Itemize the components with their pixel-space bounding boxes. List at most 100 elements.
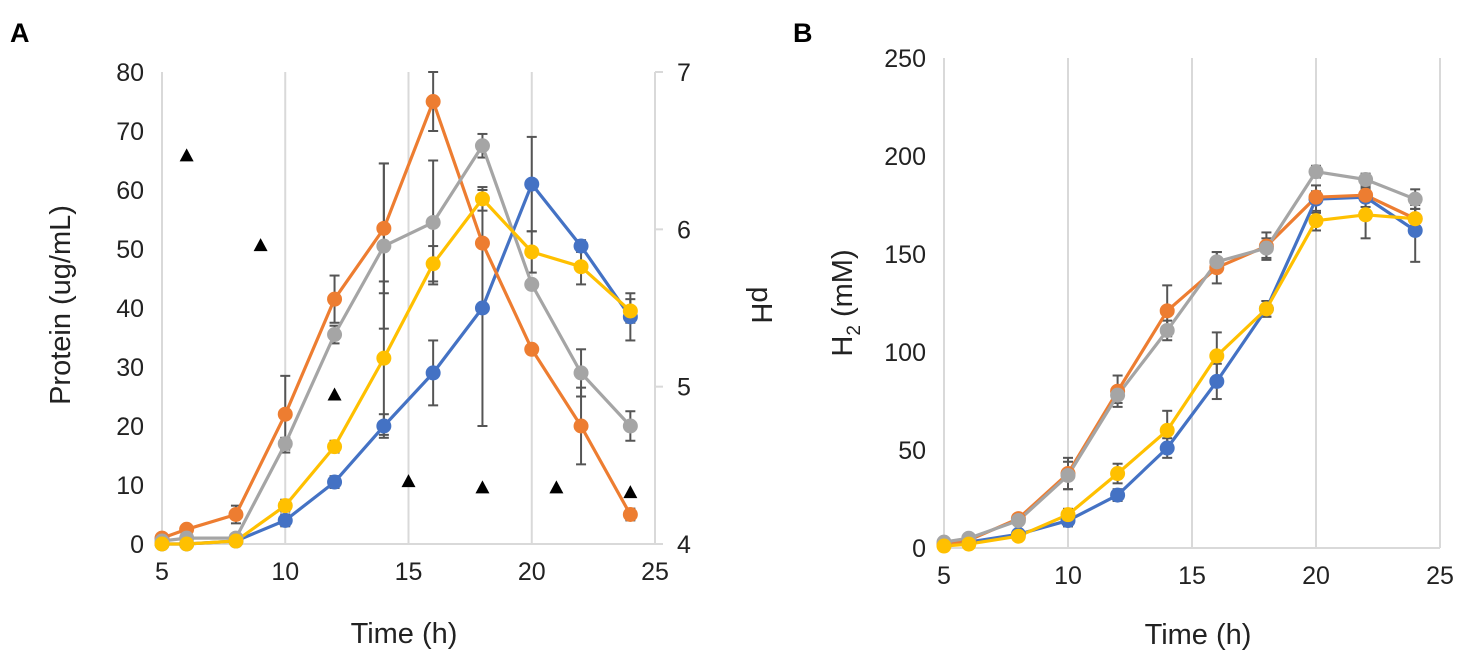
panel-b-orange-point: [1159, 303, 1175, 319]
panel-b-blue-point: [1110, 487, 1126, 503]
panel-b-x-tick-label: 15: [1178, 562, 1206, 590]
panel-b-x-tick-label: 10: [1054, 562, 1082, 590]
panel-a-y-axis-title: Protein (ug/mL): [45, 205, 77, 405]
panel-a-y-tick-label: 40: [116, 295, 144, 323]
panel-b-yellow-point: [1407, 211, 1423, 227]
panel-a-gray-point: [474, 138, 490, 154]
panel-b-yellow-point: [1110, 466, 1126, 482]
panel-a-blue-point: [425, 365, 441, 381]
panel-a-y2-tick-label: 7: [677, 59, 691, 87]
panel-b-yellow-point: [1060, 507, 1076, 523]
panel-b-y-tick-label: 0: [912, 535, 926, 563]
panel-a-ph-triangle-marker: [401, 474, 416, 488]
panel-a-gray-point: [524, 276, 540, 292]
panel-a-tick-labels: 5 10 15 20 25 0 10 20 30 40 50 60 70 80 4 5 6 7: [116, 59, 691, 586]
panel-a-yellow-point: [277, 498, 293, 514]
panel-a-ph-triangle-marker: [475, 480, 490, 494]
panel-a-y-tick-label: 80: [116, 59, 144, 87]
panel-b-gray-point: [1407, 191, 1423, 207]
panel-b-blue-point: [1209, 373, 1225, 389]
panel-a-gray-point: [573, 365, 589, 381]
panel-a-orange-point: [228, 507, 244, 522]
panel-a-y-tick-label: 20: [116, 413, 144, 441]
panel-b-x-tick-label: 20: [1302, 562, 1330, 590]
panel-a-blue-point: [277, 512, 293, 528]
panel-a-orange-point: [573, 418, 589, 434]
panel-a-label: A: [10, 18, 30, 48]
panel-a-gray-series-line: [161, 144, 632, 543]
panel-a-blue-point: [327, 474, 343, 490]
panel-a-blue-point: [573, 238, 589, 254]
panel-b-y-tick-label: 100: [884, 339, 926, 367]
panel-b-label: B: [793, 18, 813, 48]
panel-a-blue-point: [524, 176, 540, 192]
panel-b-blue-point: [1159, 440, 1175, 456]
panel-a-orange-point: [524, 341, 540, 357]
panel-a-yellow-point: [524, 244, 540, 260]
panel-b-gray-series-line: [943, 170, 1416, 544]
panel-a-orange-series-line: [161, 99, 632, 540]
panel-a-y-tick-label: 10: [116, 472, 144, 500]
panel-a-y2-axis-title: pH: [745, 286, 777, 323]
panel-b-y-tick-label: 50: [898, 437, 926, 465]
panel-b-y-axis-title-subscript: 2: [844, 325, 865, 336]
panel-b-yellow-point: [1010, 528, 1026, 544]
panel-a-yellow-point: [474, 191, 490, 207]
panel-a-ph-triangle-marker: [253, 238, 268, 252]
panel-b-yellow-point: [1258, 301, 1274, 317]
panel-b-x-axis-title: Time (h): [1145, 619, 1252, 651]
panel-a-y-tick-label: 0: [130, 531, 144, 559]
panel-a-x-tick-label: 10: [271, 558, 299, 586]
panel-b-gray-point: [1258, 240, 1274, 256]
panel-a-orange-point: [277, 406, 293, 422]
panel-a-gray-point: [327, 327, 343, 343]
panel-a-y-tick-label: 60: [116, 177, 144, 205]
panel-b-y-axis-title-prefix: H: [827, 336, 859, 357]
panel-a-blue-point: [376, 418, 392, 434]
panel-b-y-axis-title-suffix: (mM): [827, 249, 859, 325]
panel-a-yellow-point: [327, 439, 343, 455]
panel-b-gray-point: [1159, 322, 1175, 338]
panel-b-series-lines: [943, 170, 1417, 548]
panel-a-axes: [161, 71, 663, 545]
panel-b-y-tick-label: 250: [884, 45, 926, 73]
panel-b-gray-point: [1060, 467, 1076, 483]
panel-a-blue-point: [474, 300, 490, 316]
panel-b-orange-series-line: [943, 193, 1416, 546]
panel-a-orange-point: [327, 291, 343, 307]
panel-a-ph-triangle-marker: [549, 480, 564, 494]
panel-a-ph-markers: [179, 148, 638, 499]
panel-a-yellow-point: [376, 350, 392, 366]
panel-a-orange-point: [474, 235, 490, 251]
panel-b-gray-point: [1358, 172, 1374, 188]
panel-a-y-tick-label: 30: [116, 354, 144, 382]
panel-a-ph-triangle-marker: [327, 387, 342, 401]
panel-a-x-tick-label: 15: [395, 558, 423, 586]
panel-a-ph-triangle-marker: [623, 485, 638, 499]
panel-b-gray-point: [1308, 164, 1324, 180]
panel-a-gray-point: [376, 238, 392, 254]
panel-b-gray-point: [1110, 387, 1126, 403]
panel-a-x-axis-title: Time (h): [351, 618, 458, 650]
panel-b-yellow-point: [936, 538, 952, 554]
panel-b-yellow-point: [1159, 422, 1175, 438]
panel-a-orange-point: [425, 94, 441, 109]
panel-b-points: [936, 164, 1423, 554]
panel-b-yellow-point: [1209, 348, 1225, 364]
panel-a-gray-point: [622, 418, 638, 434]
panel-a-y2-tick-label: 4: [677, 531, 691, 559]
panel-a-y2-tick-label: 6: [677, 216, 691, 244]
panel-b-x-tick-label: 25: [1426, 562, 1454, 590]
panel-a-y-tick-label: 70: [116, 118, 144, 146]
panel-a-yellow-point: [425, 256, 441, 272]
panel-a-yellow-point: [154, 536, 170, 552]
panel-a-orange-point: [622, 507, 638, 522]
panel-b-y-tick-label: 150: [884, 241, 926, 269]
panel-b-orange-point: [1308, 189, 1324, 205]
panel-b-gray-point: [1209, 254, 1225, 270]
panel-b-yellow-point: [1308, 213, 1324, 229]
panel-a-ph-triangle-marker: [179, 148, 194, 162]
